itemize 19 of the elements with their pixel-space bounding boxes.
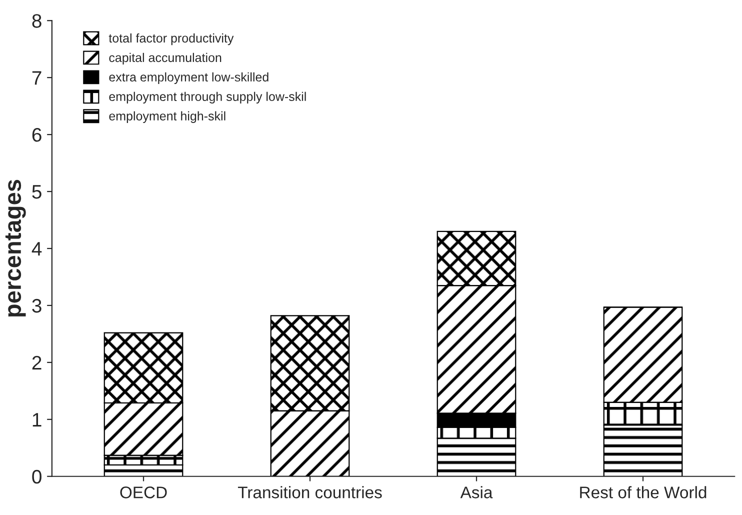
legend-label: capital accumulation — [109, 52, 222, 65]
y-tick-label: 4 — [32, 242, 42, 256]
y-tick-label: 8 — [32, 14, 42, 28]
y-tick-label: 7 — [32, 71, 42, 85]
y-tick-label: 3 — [32, 298, 42, 313]
x-tick-label: OECD — [120, 486, 167, 498]
x-tick-label: Transition countries — [238, 486, 382, 498]
y-tick-label: 2 — [32, 356, 42, 370]
y-tick-label: 6 — [32, 128, 42, 142]
y-tick-label: 0 — [32, 470, 42, 484]
legend-label: total factor productivity — [108, 33, 234, 46]
y-tick-label: 5 — [32, 185, 42, 199]
y-axis-title: percentages — [5, 180, 26, 316]
y-tick-label: 1 — [32, 413, 42, 426]
x-tick-label: Rest of the World — [580, 486, 706, 498]
legend-label: employment through supply low-skil — [109, 92, 306, 104]
legend-label: extra employment low-skilled — [109, 72, 268, 84]
x-tick-label: Asia — [460, 486, 493, 498]
legend-label: employment high-skil — [109, 111, 226, 123]
